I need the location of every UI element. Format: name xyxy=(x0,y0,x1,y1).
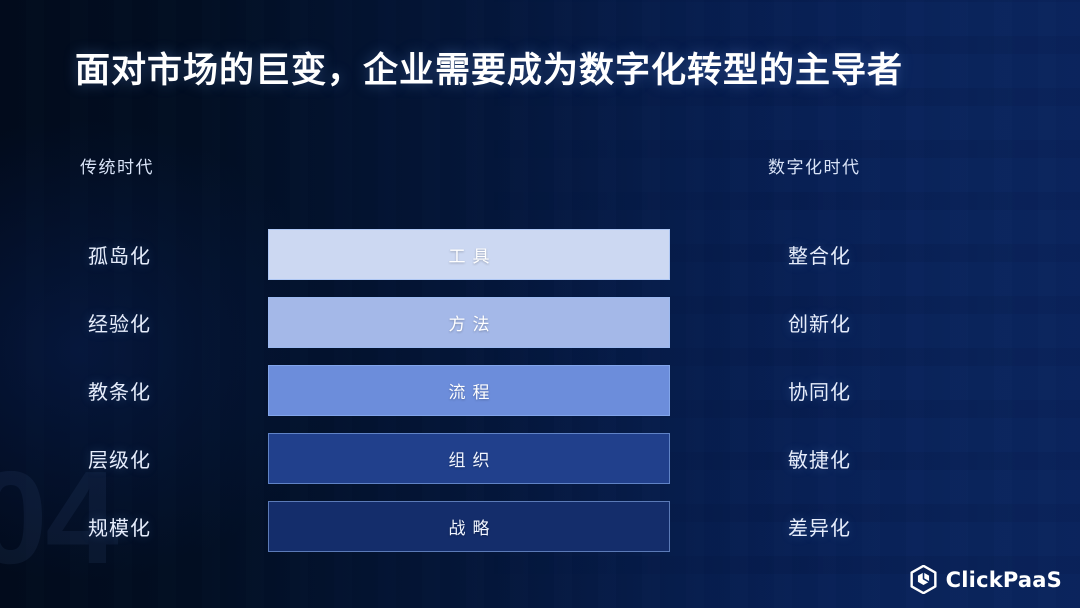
list-item: 经验化 xyxy=(88,314,151,336)
list-item: 创新化 xyxy=(788,314,851,336)
list-item: 敏捷化 xyxy=(788,450,851,472)
list-item: 教条化 xyxy=(88,382,151,404)
column-header-digital: 数字化时代 xyxy=(768,158,861,177)
list-item: 协同化 xyxy=(788,382,851,404)
bar-row[interactable]: 工具 xyxy=(268,229,670,280)
bar-label: 战略 xyxy=(448,519,497,538)
left-column-list: 孤岛化 经验化 教条化 层级化 规模化 xyxy=(88,229,288,569)
bar-row[interactable]: 方法 xyxy=(268,297,670,348)
brand-name: ClickPaaS xyxy=(945,567,1062,592)
center-bar-stack: 工具 方法 流程 组织 战略 xyxy=(268,229,670,569)
bar-label: 工具 xyxy=(448,247,497,266)
list-item: 孤岛化 xyxy=(88,246,151,268)
bar-label: 流程 xyxy=(448,383,497,402)
list-item: 规模化 xyxy=(88,518,151,540)
page-title: 面对市场的巨变，企业需要成为数字化转型的主导者 xyxy=(75,51,904,90)
column-header-traditional: 传统时代 xyxy=(80,158,154,177)
right-column-list: 整合化 创新化 协同化 敏捷化 差异化 xyxy=(788,229,988,569)
brand-logo: ClickPaaS xyxy=(910,565,1062,594)
bar-label: 组织 xyxy=(448,451,497,470)
list-item: 差异化 xyxy=(788,518,851,540)
bar-row[interactable]: 战略 xyxy=(268,501,670,552)
hexagon-cube-logo-icon xyxy=(910,565,937,594)
bar-row[interactable]: 流程 xyxy=(268,365,670,416)
list-item: 整合化 xyxy=(788,246,851,268)
list-item: 层级化 xyxy=(88,450,151,472)
bar-row[interactable]: 组织 xyxy=(268,433,670,484)
bar-label: 方法 xyxy=(448,315,497,334)
